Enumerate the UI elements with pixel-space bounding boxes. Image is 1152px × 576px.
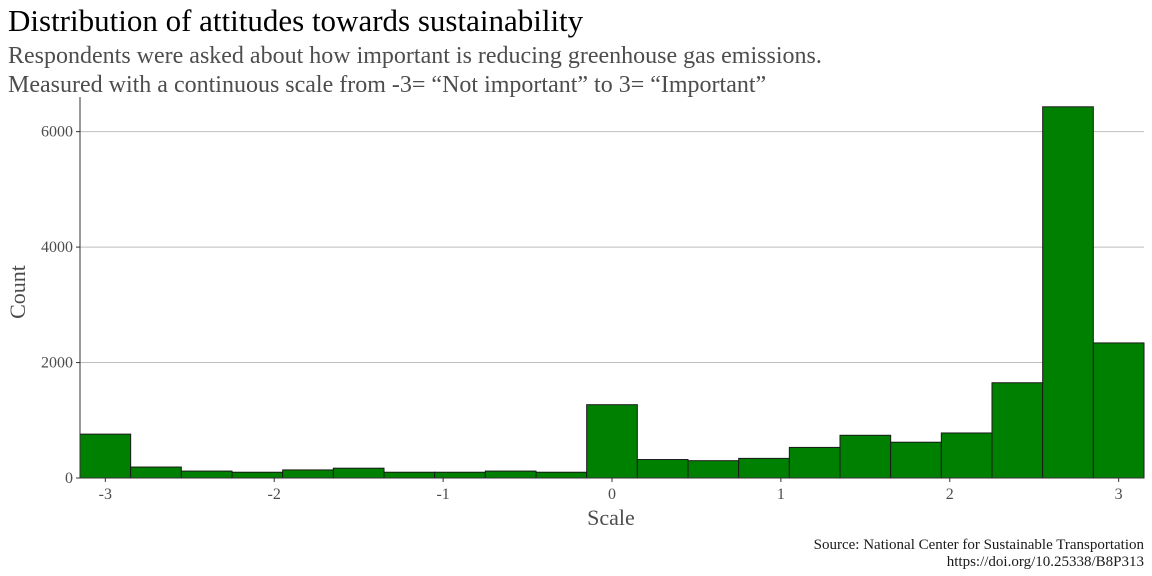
histogram-bar [890,441,942,479]
histogram-bar [434,471,486,479]
histogram-bar [586,404,638,479]
chart-subtitle-line-1: Respondents were asked about how importa… [8,43,822,69]
x-tick-label: -2 [268,486,281,503]
chart-subtitle-line-2: Measured with a continuous scale from -3… [8,72,767,98]
histogram-bar [180,470,233,479]
histogram-bar [383,471,436,479]
histogram-bar [332,467,385,479]
gridlines [80,131,1144,364]
histogram-bar [991,382,1044,479]
x-axis-title: Scale [587,505,635,530]
histogram-bar [282,469,334,479]
histogram-bar [535,471,588,479]
y-axis-title: Count [5,265,30,319]
histogram-bar [231,471,284,479]
x-tick-label: -3 [99,486,112,503]
doi-caption: https://doi.org/10.25338/B8P313 [946,554,1144,570]
histogram-bar [687,460,740,479]
histogram-bar [130,466,182,479]
histogram-bar [636,459,689,479]
x-tick-label: 1 [777,486,785,503]
source-caption: Source: National Center for Sustainable … [813,537,1144,553]
x-tick-label: 2 [946,486,954,503]
histogram-bar [788,446,841,479]
chart-title: Distribution of attitudes towards sustai… [8,3,584,38]
histogram-bar [1092,342,1145,479]
histogram-bar [839,434,892,479]
y-tick-label: 2000 [41,355,73,372]
axes: 0 2000 4000 6000 -3 -2 -1 0 1 2 3 [41,97,1144,503]
histogram-bar [940,432,993,479]
histogram-bar [484,470,537,479]
x-tick-label: 3 [1115,486,1123,503]
histogram-bar [79,433,132,479]
histogram-bars [79,106,1145,479]
y-tick-label: 4000 [41,239,73,256]
x-tick-label: -1 [436,486,449,503]
histogram-bar [738,457,790,479]
x-tick-label: 0 [608,486,616,503]
histogram-bar [1042,106,1094,479]
y-tick-label: 6000 [41,124,73,141]
y-tick-label: 0 [65,470,73,487]
